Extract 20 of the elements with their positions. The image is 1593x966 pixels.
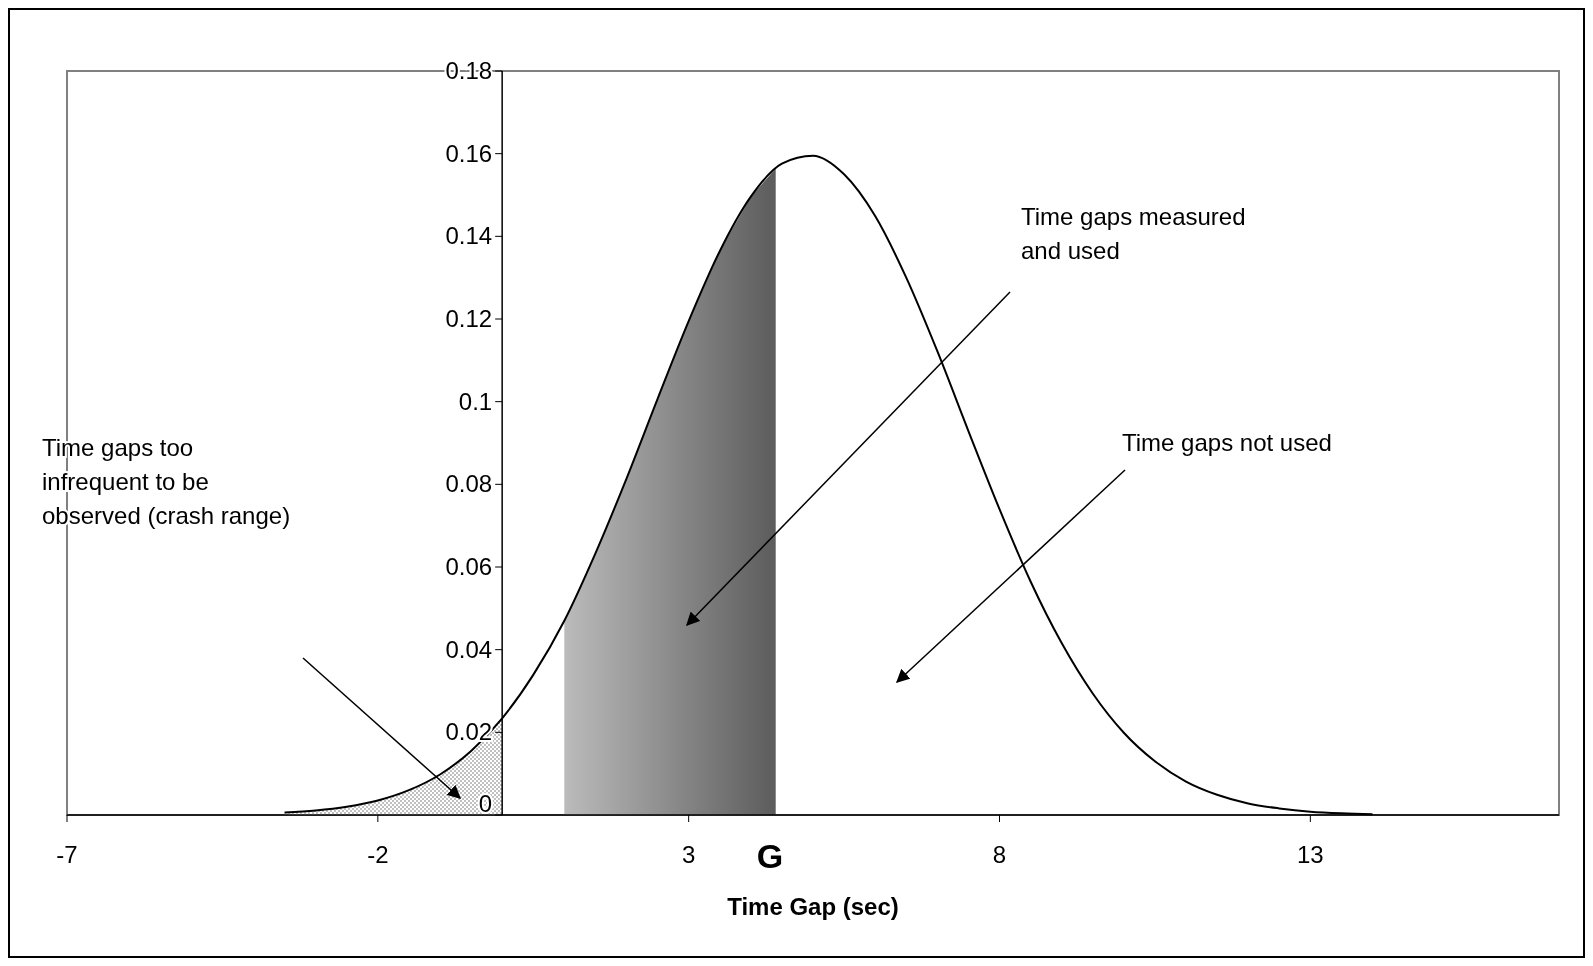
y-tick-label: 0.1 <box>458 387 493 415</box>
x-tick-label: 13 <box>1296 841 1324 868</box>
x-tick-label: 3 <box>681 841 696 868</box>
text: G <box>756 837 784 875</box>
x-tick-label: -7 <box>56 841 78 868</box>
y-tick-label: 0.14 <box>445 222 493 250</box>
annotation: Time gaps measured and used <box>1021 203 1246 264</box>
x-tick-label: -2 <box>367 841 389 868</box>
y-tick-label: 0.18 <box>445 57 493 84</box>
y-tick-label: 0.04 <box>445 635 493 663</box>
y-tick-label: 0.12 <box>445 305 493 332</box>
y-tick-label: 0 <box>478 790 493 817</box>
x-tick-label: 8 <box>992 841 1007 868</box>
x-axis-title: Time Gap (sec) <box>727 893 899 920</box>
y-tick-label: 0.06 <box>445 553 493 580</box>
y-tick-label: 0.16 <box>445 139 493 167</box>
y-tick-label: 0.02 <box>445 718 493 746</box>
y-tick-label: 0.08 <box>445 470 493 498</box>
annotation: Time gaps too infrequent to be observed (crash range) <box>42 434 291 529</box>
annotation: Time gaps not used <box>1122 429 1332 456</box>
